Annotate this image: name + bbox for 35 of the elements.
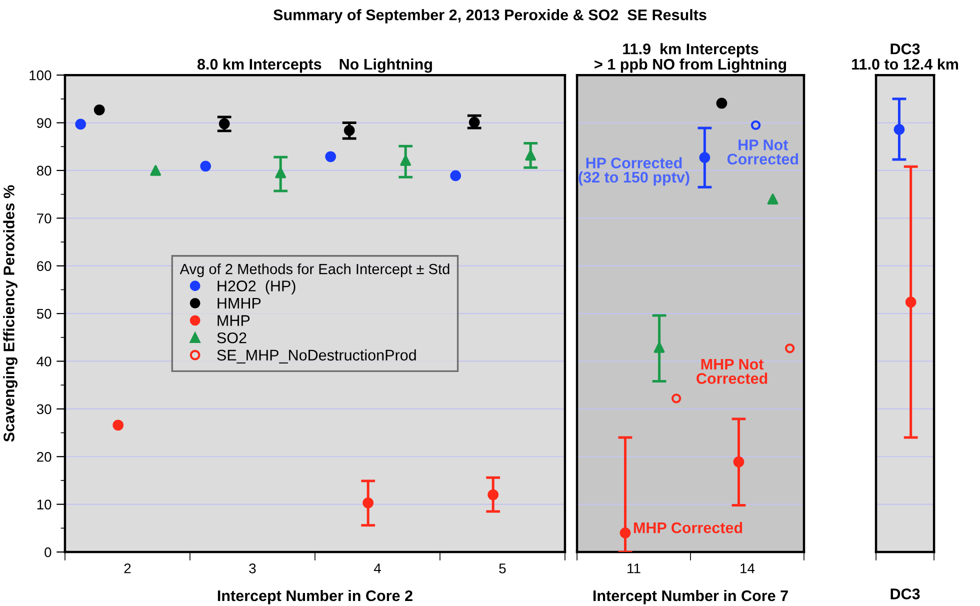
y-tick-label: 20: [37, 452, 52, 462]
x-tick-label: 4: [374, 564, 381, 574]
y-tick-label: 40: [36, 356, 52, 366]
y-tick-label: 10: [37, 500, 52, 510]
x-tick-label: 5: [499, 564, 506, 574]
x-tick-label: 11: [628, 564, 640, 574]
y-tick-label: 0: [44, 547, 52, 558]
y-tick-label: 90: [36, 118, 52, 128]
legend-label: HMHP: [218, 298, 261, 309]
chart-title: 11.9 km Intercepts > 1 ppb NO from Lightning: [594, 43, 786, 73]
x-tick-label: 14: [740, 564, 755, 574]
x-tick-label: 3: [249, 563, 256, 574]
annotation: MHP Not Corrected: [696, 359, 768, 384]
annotation: HP Not Corrected: [727, 140, 798, 165]
legend-label: MHP: [218, 315, 250, 326]
y-tick-label: 30: [36, 404, 52, 414]
x-axis-title: Intercept Number in Core 7: [593, 590, 788, 604]
y-tick-label: 50: [36, 308, 52, 319]
chart-title: 11.0 to 12.4 km: [852, 58, 958, 70]
legend-title: Avg of 2 Methods for Each Intercept ± Std: [180, 264, 450, 278]
legend-label: SO2: [217, 332, 246, 344]
y-tick-label: 80: [36, 166, 52, 176]
chart-title: Summary of September 2, 2013 Peroxide & SO2 SE Results: [274, 9, 706, 24]
y-axis-title: Scavenging Efficiency Peroxides %: [3, 185, 18, 442]
annotation: HP Corrected (32 to 150 pptv): [578, 157, 690, 186]
chart-subtitle: 8.0 km Intercepts No Lightning: [197, 58, 432, 73]
legend-label: SE_MHP_NoDestructionProd: [217, 349, 416, 364]
y-tick-label: 70: [37, 213, 52, 224]
y-tick-label: 60: [37, 261, 52, 272]
legend-label: H2O2 (HP): [218, 280, 296, 294]
x-tick-label: 2: [124, 563, 131, 574]
y-tick-label: 100: [30, 70, 52, 80]
annotation: MHP Corrected: [634, 522, 742, 534]
x-axis-title: Intercept Number in Core 2: [218, 590, 412, 604]
category-label: DC3: [890, 588, 920, 600]
